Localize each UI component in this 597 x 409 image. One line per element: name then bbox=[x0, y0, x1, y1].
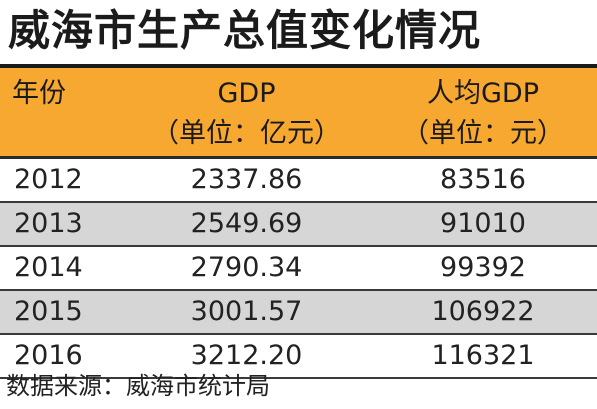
cell-per-capita: 91010 bbox=[440, 208, 526, 239]
cell-per-capita: 99392 bbox=[440, 252, 526, 283]
table-row: 2013 2549.69 91010 bbox=[0, 203, 597, 247]
cell-gdp: 3001.57 bbox=[190, 296, 303, 327]
header-gdp-unit: （单位：亿元） bbox=[152, 118, 341, 149]
cell-per-capita: 116321 bbox=[431, 340, 535, 371]
cell-year: 2015 bbox=[14, 296, 83, 327]
gdp-table: 年份 GDP （单位：亿元） 人均GDP （单位：元） 2012 2337.86… bbox=[0, 68, 597, 379]
header-per-capita-unit: （单位：元） bbox=[402, 118, 564, 149]
table-row: 2012 2337.86 83516 bbox=[0, 159, 597, 203]
table-row: 2014 2790.34 99392 bbox=[0, 247, 597, 291]
cell-per-capita: 83516 bbox=[440, 164, 526, 195]
header-gdp-label: GDP bbox=[217, 78, 276, 109]
header-per-capita: 人均GDP （单位：元） bbox=[369, 68, 597, 156]
cell-gdp: 2337.86 bbox=[190, 164, 303, 195]
header-per-capita-label: 人均GDP bbox=[427, 78, 539, 109]
cell-gdp: 3212.20 bbox=[190, 340, 303, 371]
cell-year: 2014 bbox=[14, 252, 83, 283]
cell-gdp: 2549.69 bbox=[190, 208, 303, 239]
page-title: 威海市生产总值变化情况 bbox=[8, 6, 482, 55]
cell-gdp: 2790.34 bbox=[190, 252, 303, 283]
header-year-label: 年份 bbox=[12, 78, 66, 109]
cell-year: 2016 bbox=[14, 340, 83, 371]
header-year: 年份 bbox=[0, 68, 124, 156]
cell-per-capita: 106922 bbox=[431, 296, 535, 327]
table-row: 2016 3212.20 116321 bbox=[0, 335, 597, 379]
cell-year: 2012 bbox=[14, 164, 83, 195]
table-header: 年份 GDP （单位：亿元） 人均GDP （单位：元） bbox=[0, 68, 597, 159]
cell-year: 2013 bbox=[14, 208, 83, 239]
title-divider bbox=[0, 64, 597, 68]
header-gdp: GDP （单位：亿元） bbox=[124, 68, 369, 156]
table-row: 2015 3001.57 106922 bbox=[0, 291, 597, 335]
data-source-note: 数据来源：威海市统计局 bbox=[6, 372, 270, 400]
